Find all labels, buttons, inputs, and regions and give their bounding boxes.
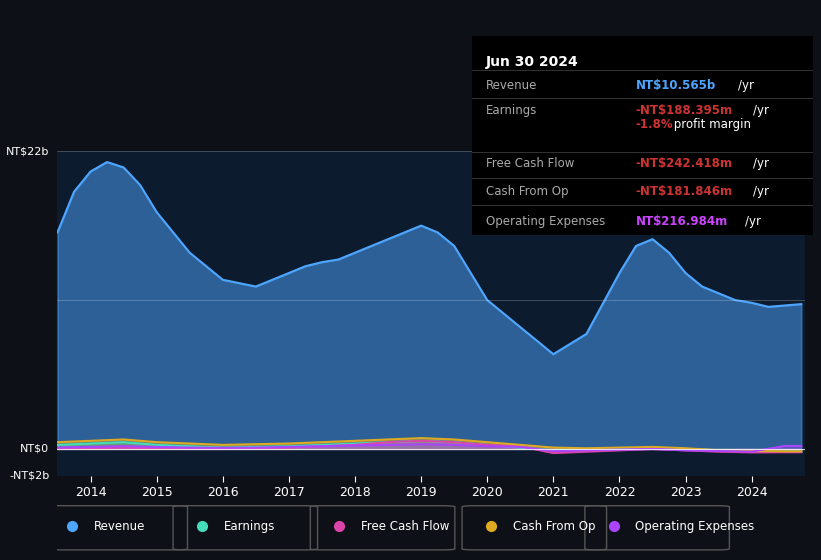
Text: -NT$181.846m: -NT$181.846m (635, 185, 733, 198)
Text: NT$10.565b: NT$10.565b (635, 78, 716, 92)
Text: Revenue: Revenue (94, 520, 145, 533)
Text: -NT$2b: -NT$2b (9, 471, 49, 481)
Text: Jun 30 2024: Jun 30 2024 (486, 55, 579, 69)
Text: NT$0: NT$0 (21, 444, 49, 454)
Text: Free Cash Flow: Free Cash Flow (486, 157, 574, 170)
Text: Cash From Op: Cash From Op (486, 185, 568, 198)
Text: /yr: /yr (738, 78, 754, 92)
Text: NT$22b: NT$22b (6, 146, 49, 156)
Text: /yr: /yr (753, 105, 768, 118)
Text: Earnings: Earnings (223, 520, 275, 533)
Text: Operating Expenses: Operating Expenses (486, 215, 605, 228)
Text: Cash From Op: Cash From Op (512, 520, 595, 533)
Text: -1.8%: -1.8% (635, 118, 673, 132)
Text: profit margin: profit margin (670, 118, 750, 132)
Text: NT$216.984m: NT$216.984m (635, 215, 728, 228)
Text: -NT$188.395m: -NT$188.395m (635, 105, 733, 118)
Text: /yr: /yr (753, 185, 768, 198)
Text: Revenue: Revenue (486, 78, 537, 92)
Text: Earnings: Earnings (486, 105, 537, 118)
Text: /yr: /yr (745, 215, 761, 228)
Text: /yr: /yr (753, 157, 768, 170)
Text: Free Cash Flow: Free Cash Flow (361, 520, 449, 533)
Text: -NT$242.418m: -NT$242.418m (635, 157, 732, 170)
Text: Operating Expenses: Operating Expenses (635, 520, 754, 533)
